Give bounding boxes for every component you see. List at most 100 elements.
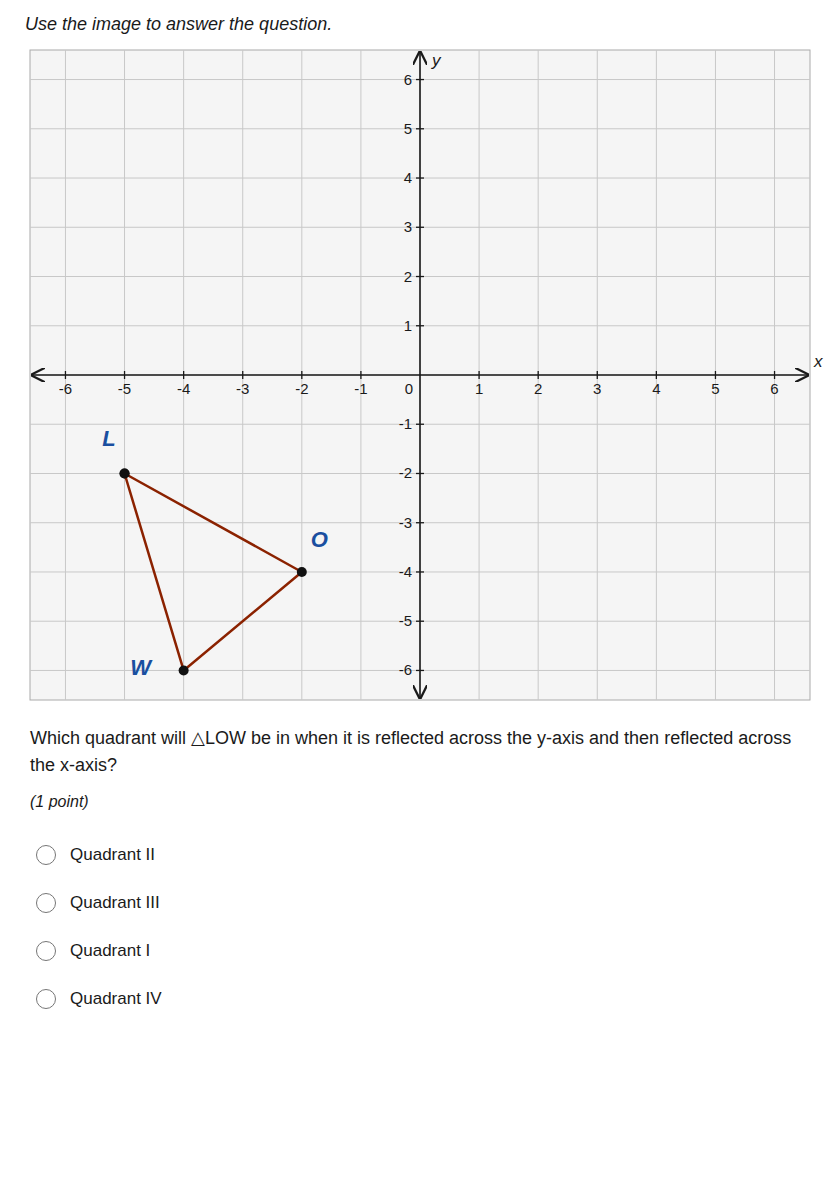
- tick-label: 6: [404, 71, 412, 88]
- tick-label: -1: [399, 415, 412, 432]
- tick-mark: [416, 670, 424, 671]
- grid-line: [124, 50, 125, 700]
- question-block: Which quadrant will △LOW be in when it i…: [30, 725, 810, 1023]
- x-axis-label: x: [813, 352, 823, 371]
- grid-line: [242, 50, 243, 700]
- tick-label: -3: [236, 380, 249, 397]
- tick-label: 4: [652, 380, 660, 397]
- tick-label: 5: [404, 120, 412, 137]
- tick-mark: [416, 571, 424, 572]
- vertex-label: L: [102, 426, 115, 451]
- tick-label: -2: [295, 380, 308, 397]
- tick-label: 1: [475, 380, 483, 397]
- grid-line: [30, 128, 810, 129]
- tick-label: -1: [354, 380, 367, 397]
- vertex-label: O: [311, 527, 328, 552]
- tick-label: 3: [593, 380, 601, 397]
- grid-line: [30, 424, 810, 425]
- grid-line: [30, 473, 810, 474]
- tick-mark: [416, 177, 424, 178]
- vertex-point: [179, 665, 189, 675]
- option-radio[interactable]: [36, 989, 56, 1009]
- grid-line: [30, 621, 810, 622]
- tick-mark: [478, 371, 479, 379]
- tick-label: -6: [59, 380, 72, 397]
- option-text: Quadrant II: [70, 845, 155, 865]
- grid-line: [538, 50, 539, 700]
- tick-mark: [416, 424, 424, 425]
- tick-mark: [242, 371, 243, 379]
- option-radio[interactable]: [36, 845, 56, 865]
- option-row[interactable]: Quadrant II: [30, 831, 810, 879]
- grid-line: [360, 50, 361, 700]
- tick-mark: [416, 227, 424, 228]
- grid-line: [30, 178, 810, 179]
- tick-label: -5: [118, 380, 131, 397]
- grid-line: [479, 50, 480, 700]
- option-row[interactable]: Quadrant IV: [30, 975, 810, 1023]
- option-row[interactable]: Quadrant III: [30, 879, 810, 927]
- option-text: Quadrant I: [70, 941, 150, 961]
- tick-label: 2: [404, 268, 412, 285]
- tick-label: 3: [404, 218, 412, 235]
- tick-label: 1: [404, 317, 412, 334]
- origin-label: 0: [405, 380, 413, 397]
- tick-mark: [301, 371, 302, 379]
- tick-label: -5: [399, 612, 412, 629]
- tick-label: -2: [399, 464, 412, 481]
- option-row[interactable]: Quadrant I: [30, 927, 810, 975]
- tick-mark: [416, 325, 424, 326]
- title: Use the image to answer the question.: [25, 14, 332, 34]
- tick-label: 6: [770, 380, 778, 397]
- tick-mark: [416, 473, 424, 474]
- tick-mark: [597, 371, 598, 379]
- grid-line: [30, 79, 810, 80]
- grid-line: [774, 50, 775, 700]
- tick-label: -6: [399, 661, 412, 678]
- tick-mark: [416, 522, 424, 523]
- grid-line: [30, 571, 810, 572]
- tick-label: -4: [177, 380, 190, 397]
- grid-line: [183, 50, 184, 700]
- tick-mark: [774, 371, 775, 379]
- vertex-point: [297, 567, 307, 577]
- tick-mark: [124, 371, 125, 379]
- tick-mark: [715, 371, 716, 379]
- grid-line: [65, 50, 66, 700]
- tick-label: 2: [534, 380, 542, 397]
- tick-label: 4: [404, 169, 412, 186]
- option-text: Quadrant IV: [70, 989, 162, 1009]
- grid-line: [301, 50, 302, 700]
- tick-mark: [360, 371, 361, 379]
- point-note: (1 point): [30, 793, 810, 811]
- vertex-point: [120, 468, 130, 478]
- triangle-line: [125, 473, 302, 670]
- tick-mark: [538, 371, 539, 379]
- tick-mark: [416, 128, 424, 129]
- tick-mark: [416, 79, 424, 80]
- vertex-label: W: [130, 655, 153, 680]
- grid-line: [597, 50, 598, 700]
- grid-line: [656, 50, 657, 700]
- tick-mark: [656, 371, 657, 379]
- grid-line: [30, 522, 810, 523]
- option-radio[interactable]: [36, 893, 56, 913]
- grid-line: [30, 227, 810, 228]
- vertex-point: [120, 468, 130, 478]
- option-text: Quadrant III: [70, 893, 160, 913]
- tick-label: -3: [399, 514, 412, 531]
- grid-line: [420, 50, 421, 700]
- tick-mark: [65, 371, 66, 379]
- question: Which quadrant will △LOW be in when it i…: [30, 725, 810, 779]
- option-radio[interactable]: [36, 941, 56, 961]
- tick-mark: [416, 621, 424, 622]
- y-axis-label: y: [431, 51, 442, 70]
- tick-label: 5: [711, 380, 719, 397]
- grid: [30, 50, 810, 700]
- tick-label: -4: [399, 563, 412, 580]
- plot-frame: [30, 50, 810, 700]
- tick-mark: [416, 276, 424, 277]
- grid-line: [30, 276, 810, 277]
- tick-mark: [183, 371, 184, 379]
- y-axis: [419, 52, 421, 698]
